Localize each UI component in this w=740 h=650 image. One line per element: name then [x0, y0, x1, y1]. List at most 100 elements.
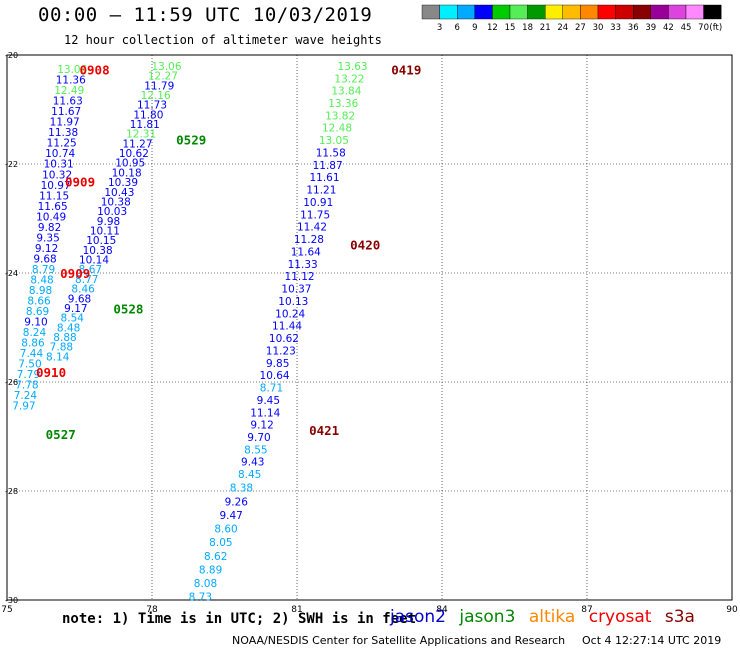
- colorbar-swatch: [650, 4, 669, 20]
- wave-height-value: 7.50: [18, 358, 41, 370]
- wave-height-value: 8.60: [214, 524, 237, 536]
- legend-cryosat: cryosat: [588, 607, 652, 627]
- colorbar-label: 70: [698, 23, 709, 33]
- chart-subtitle: 12 hour collection of altimeter wave hei…: [64, 33, 382, 47]
- wave-height-value: 11.27: [122, 138, 152, 150]
- wave-height-value: 8.48: [57, 322, 80, 334]
- wave-height-value: 11.33: [288, 259, 318, 271]
- colorbar-label: 15: [505, 23, 516, 33]
- wave-height-value: 8.67: [79, 264, 102, 276]
- pass-time-label: 0529: [176, 132, 206, 147]
- x-tick-label: 75: [1, 605, 12, 615]
- wave-height-value: 11.73: [137, 100, 167, 112]
- wave-height-value: 7.79: [17, 369, 40, 381]
- legend-s3a: s3a: [664, 607, 695, 627]
- wave-height-value: 10.62: [269, 333, 299, 345]
- legend-altika: altika: [528, 607, 576, 627]
- colorbar-label: 39: [645, 23, 656, 33]
- wave-height-value: 10.13: [278, 296, 308, 308]
- wave-height-value: 10.91: [303, 197, 333, 209]
- wave-height-value: 8.14: [46, 351, 70, 363]
- y-tick-label: -28: [5, 487, 18, 496]
- wave-height-value: 8.38: [230, 483, 253, 495]
- colorbar-label: 24: [557, 23, 568, 33]
- wave-height-value: 10.62: [119, 148, 149, 160]
- colorbar-swatch: [703, 4, 722, 20]
- wave-height-value: 8.66: [27, 295, 51, 307]
- colorbar-swatch: [668, 4, 687, 20]
- wave-height-value: 8.05: [209, 537, 232, 549]
- credit-text: NOAA/NESDIS Center for Satellite Applica…: [232, 634, 566, 647]
- wave-height-value: 10.39: [108, 177, 138, 189]
- wave-height-value: 9.12: [35, 243, 58, 255]
- colorbar-swatch: [474, 4, 493, 20]
- wave-height-value: 8.08: [194, 578, 217, 590]
- wave-height-value: 8.54: [61, 313, 85, 325]
- wave-height-value: 8.86: [21, 337, 45, 349]
- colorbar-label: 27: [575, 23, 586, 33]
- wave-height-value: 12.16: [141, 90, 171, 102]
- colorbar-swatch: [527, 4, 546, 20]
- colorbar-unit: (ft): [709, 23, 722, 33]
- wave-height-value: 11.42: [297, 222, 327, 234]
- y-tick-label: -24: [5, 269, 18, 278]
- colorbar-label: 6: [454, 23, 459, 33]
- wave-height-value: 10.38: [83, 245, 113, 257]
- colorbar-swatch: [492, 4, 511, 20]
- pass-time-label: 0527: [46, 427, 76, 442]
- wave-height-value: 10.37: [281, 284, 311, 296]
- wave-height-value: 11.64: [291, 246, 321, 258]
- colorbar-label: 12: [487, 23, 498, 33]
- wave-height-value: 10.95: [115, 158, 145, 170]
- wave-height-value: 13.06: [57, 64, 87, 76]
- wave-height-value: 9.45: [257, 395, 280, 407]
- wave-height-value: 10.11: [90, 226, 120, 238]
- wave-height-value: 8.55: [244, 444, 267, 456]
- wave-height-value: 9.35: [36, 232, 59, 244]
- footer-note: note: 1) Time is in UTC; 2) SWH is in fe…: [62, 611, 417, 627]
- wave-height-value: 11.44: [272, 321, 302, 333]
- y-tick-label: -22: [5, 160, 18, 169]
- x-tick-label: 84: [436, 605, 448, 615]
- wave-height-value: 11.81: [130, 119, 160, 131]
- wave-height-value: 8.48: [30, 274, 53, 286]
- wave-height-value: 10.74: [45, 148, 75, 160]
- legend-jason2: jason2: [390, 607, 446, 627]
- wave-height-value: 12.27: [148, 71, 178, 83]
- pass-time-label: 0909: [60, 266, 90, 281]
- pass-time-label: 0910: [36, 365, 66, 380]
- wave-height-value: 13.22: [334, 73, 364, 85]
- wave-height-value: 8.98: [29, 285, 52, 297]
- wave-height-value: 9.98: [97, 216, 120, 228]
- x-tick-label: 90: [726, 605, 738, 615]
- wave-height-value: 7.88: [50, 342, 73, 354]
- legend-jason3: jason3: [459, 607, 516, 627]
- y-tick-label: -26: [5, 378, 18, 387]
- wave-height-value: 11.65: [38, 201, 68, 213]
- wave-height-value: 7.24: [14, 390, 38, 402]
- wave-height-value: 13.82: [325, 110, 355, 122]
- wave-height-value: 10.97: [41, 180, 71, 192]
- wave-height-value: 10.38: [101, 196, 131, 208]
- wave-height-value: 9.43: [241, 457, 264, 469]
- wave-height-value: 11.14: [250, 407, 280, 419]
- wave-height-value: 13.63: [338, 61, 368, 73]
- colorbar-swatch: [685, 4, 704, 20]
- colorbar-label: 45: [681, 23, 692, 33]
- wave-height-value: 8.45: [238, 469, 261, 481]
- pass-time-label: 0421: [309, 423, 339, 438]
- pass-time-label: 0909: [65, 174, 95, 189]
- colorbar-swatch: [580, 4, 599, 20]
- wave-height-value: 11.23: [266, 345, 296, 357]
- wave-height-value: 10.31: [44, 159, 74, 171]
- wave-height-value: 11.25: [47, 138, 77, 150]
- wave-height-value: 12.31: [126, 129, 156, 141]
- colorbar-swatch: [421, 4, 440, 20]
- wave-height-value: 10.18: [112, 167, 142, 179]
- pass-time-label: 0420: [350, 238, 380, 253]
- wave-height-value: 8.69: [26, 306, 49, 318]
- colorbar-swatch: [562, 4, 581, 20]
- y-tick-label: -20: [5, 51, 18, 60]
- wave-height-value: 11.15: [39, 190, 69, 202]
